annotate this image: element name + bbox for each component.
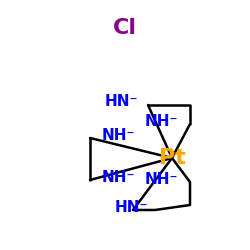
Text: HN⁻: HN⁻ bbox=[114, 200, 148, 214]
Text: NH⁻: NH⁻ bbox=[144, 114, 178, 128]
Text: Cl: Cl bbox=[113, 18, 137, 38]
Text: NH⁻: NH⁻ bbox=[102, 128, 136, 142]
Text: HN⁻: HN⁻ bbox=[104, 94, 138, 110]
Text: NH⁻: NH⁻ bbox=[144, 172, 178, 186]
Text: Pt: Pt bbox=[158, 148, 186, 168]
Text: NH⁻: NH⁻ bbox=[102, 170, 136, 184]
